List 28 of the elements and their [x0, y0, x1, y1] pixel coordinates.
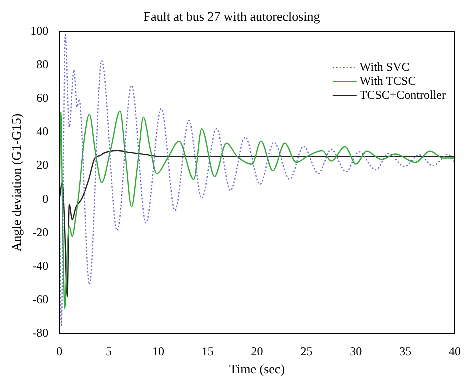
y-tick-label: 0: [42, 192, 49, 206]
x-tick-label: 0: [56, 344, 63, 358]
x-axis-title: Time (sec): [230, 362, 286, 377]
x-tick-label: 5: [106, 344, 112, 358]
y-tick-label: 40: [36, 124, 49, 139]
x-tick-label: 10: [152, 344, 164, 358]
y-tick-label: 80: [36, 57, 49, 72]
y-axis-title: Angle deviation (G1-G15): [9, 114, 24, 252]
line-series: [60, 34, 455, 326]
x-tick-label: 40: [449, 344, 461, 358]
chart-title: Fault at bus 27 with autoreclosing: [144, 9, 321, 24]
y-tick-label: 60: [36, 90, 49, 105]
x-tick-label: 25: [300, 344, 313, 358]
y-tick-label: -60: [32, 292, 49, 307]
line-series: [60, 110, 455, 310]
x-tick-label: 30: [350, 344, 362, 358]
line-series: [60, 150, 455, 298]
x-tick-label: 20: [251, 344, 264, 358]
legend-label: With TCSC: [360, 74, 416, 88]
y-tick-label: -20: [32, 225, 49, 240]
x-tick-label: 35: [400, 344, 412, 358]
y-tick-label: 100: [30, 24, 49, 38]
legend-label: With SVC: [360, 60, 410, 74]
legend-label: TCSC+Controller: [360, 88, 446, 102]
x-tick-label: 15: [202, 344, 214, 358]
y-tick-label: -80: [32, 326, 49, 340]
y-tick-label: 20: [36, 158, 49, 172]
y-tick-label: -40: [32, 258, 49, 273]
